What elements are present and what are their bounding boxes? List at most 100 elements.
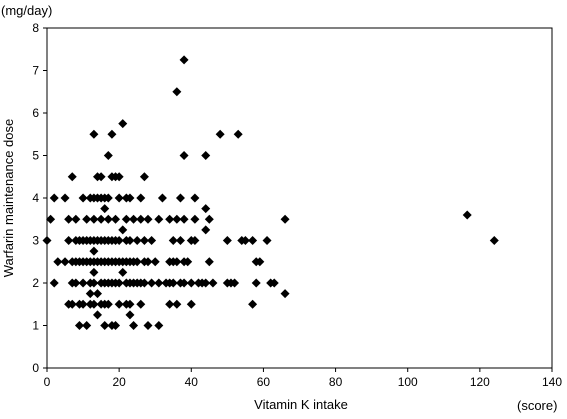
data-point — [204, 214, 214, 224]
data-point — [136, 299, 146, 309]
y-tick-label: 0 — [32, 361, 39, 375]
data-point — [262, 236, 272, 245]
data-point — [147, 236, 157, 245]
x-tick-label: 40 — [185, 375, 199, 389]
data-point — [89, 214, 99, 224]
data-point — [118, 267, 128, 277]
data-point — [186, 299, 196, 309]
data-point — [53, 257, 63, 267]
data-point — [67, 172, 77, 182]
y-tick-label: 1 — [32, 319, 39, 333]
data-point — [125, 299, 135, 309]
data-point — [190, 214, 200, 224]
y-tick-label: 7 — [32, 64, 39, 78]
x-axis-unit: (score) — [517, 398, 557, 413]
data-point — [240, 236, 250, 245]
y-tick-label: 6 — [32, 106, 39, 120]
data-point — [82, 321, 92, 330]
data-point — [96, 214, 106, 224]
data-point — [168, 278, 178, 288]
data-point — [462, 210, 472, 220]
data-point — [114, 193, 124, 203]
data-point — [165, 214, 175, 224]
data-point — [121, 214, 131, 224]
data-point — [64, 236, 74, 245]
x-tick-label: 60 — [257, 375, 271, 389]
data-point — [125, 193, 135, 203]
data-point — [190, 236, 200, 245]
data-point — [157, 193, 167, 203]
data-point — [114, 236, 124, 245]
data-point — [222, 236, 232, 245]
data-point — [233, 129, 243, 139]
data-point — [172, 87, 182, 97]
data-point — [255, 257, 265, 267]
x-tick-label: 100 — [398, 375, 418, 389]
data-point — [139, 236, 149, 245]
data-point — [129, 214, 139, 224]
data-point — [71, 278, 81, 288]
data-point — [89, 278, 99, 288]
data-point — [179, 278, 189, 288]
data-point — [89, 129, 99, 139]
data-point — [74, 321, 84, 330]
data-point — [172, 299, 182, 309]
data-point — [93, 310, 102, 320]
y-axis-title: Warfarin maintenance dose — [1, 119, 16, 278]
x-tick-label: 140 — [542, 375, 562, 389]
data-point — [125, 310, 135, 320]
data-point — [78, 299, 88, 309]
data-point — [179, 151, 189, 160]
data-point — [107, 129, 117, 139]
data-point — [143, 321, 153, 330]
y-axis-unit: (mg/day) — [1, 3, 52, 18]
data-point — [150, 257, 160, 267]
data-point — [186, 278, 196, 288]
data-point — [143, 214, 153, 224]
data-point — [118, 119, 128, 129]
data-point — [143, 257, 153, 267]
data-point — [78, 193, 88, 203]
data-point — [175, 193, 185, 203]
data-point — [154, 278, 164, 288]
data-point — [168, 236, 178, 245]
x-tick-label: 0 — [44, 375, 51, 389]
data-point — [201, 225, 211, 235]
data-point — [42, 236, 52, 245]
data-point — [139, 172, 149, 182]
data-point — [172, 257, 182, 267]
data-point — [71, 214, 81, 224]
data-point — [201, 204, 211, 214]
data-point — [139, 278, 149, 288]
data-point — [147, 278, 157, 288]
data-point — [175, 236, 185, 245]
data-point — [280, 214, 290, 224]
data-point — [60, 193, 70, 203]
data-point — [64, 214, 74, 224]
data-point — [183, 257, 193, 267]
y-axis: 0 1 2 3 4 5 6 7 8 — [32, 21, 47, 375]
x-tick-label: 120 — [470, 375, 490, 389]
data-point — [154, 321, 164, 330]
data-point — [132, 257, 142, 267]
data-point — [111, 214, 121, 224]
data-point — [67, 299, 77, 309]
data-point — [248, 299, 258, 309]
data-point — [103, 299, 113, 309]
data-point — [49, 193, 59, 203]
data-point — [60, 257, 70, 267]
data-point — [103, 193, 113, 203]
y-tick-label: 8 — [32, 21, 39, 35]
data-point — [136, 193, 146, 203]
data-point — [248, 236, 258, 245]
data-point — [136, 214, 146, 224]
x-tick-label: 20 — [112, 375, 126, 389]
data-point — [103, 151, 113, 160]
data-point — [85, 289, 95, 299]
data-point — [208, 278, 218, 288]
data-points — [42, 55, 499, 330]
x-axis: 0 20 40 60 80 100 120 140 — [44, 368, 562, 389]
data-point — [201, 151, 211, 160]
